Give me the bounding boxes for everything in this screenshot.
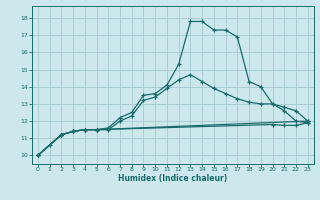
X-axis label: Humidex (Indice chaleur): Humidex (Indice chaleur) [118,174,228,183]
